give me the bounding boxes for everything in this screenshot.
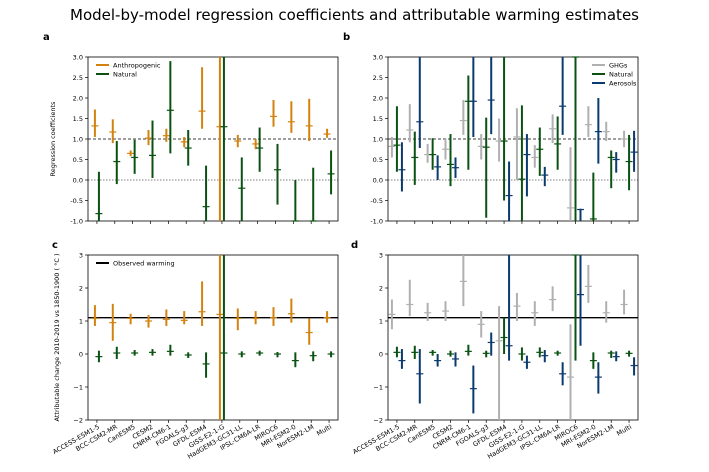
panel-label-a: a	[43, 32, 50, 43]
y-tick-label: 3	[79, 252, 83, 260]
y-tick-label: 1.5	[73, 115, 83, 123]
y-axis-label: Attributable change 2010-2019 vs 1850-19…	[53, 254, 61, 422]
y-tick-label: 2	[379, 285, 383, 293]
panel-label-d: d	[351, 240, 358, 251]
y-tick-label: −1	[373, 384, 383, 392]
y-tick-label: 2.0	[73, 95, 83, 103]
y-tick-label: 1.0	[73, 136, 83, 144]
y-tick-label: 3.0	[373, 54, 383, 62]
panel-a: a -1.0 -0.5 0.0 0.5 1.0 1.5 2.0 2.5 3.0 Regression…	[43, 32, 339, 226]
y-tick-label: 0	[379, 351, 383, 359]
panel-d: d−2−10123ACCESS-ESM1-5BCC-CSM2-MRCanESM5…	[351, 240, 639, 461]
y-tick-label: 0.5	[373, 156, 383, 164]
y-axis-label: Regression coefficients	[49, 101, 57, 177]
y-tick-label: 0.5	[73, 156, 83, 164]
panel-c: c−2−10123ACCESS-ESM1-5BCC-CSM2-MRCanESM5…	[51, 240, 339, 461]
y-tick-label: 2.5	[73, 74, 83, 82]
y-tick-label: 0	[79, 351, 83, 359]
y-tick-label: -0.5	[70, 197, 83, 205]
y-tick-label: 2.5	[373, 74, 383, 82]
y-tick-label: 3	[379, 252, 383, 260]
axes-frame	[387, 254, 639, 421]
y-tick-label: -1.0	[370, 218, 383, 226]
y-tick-label: -1.0	[70, 218, 83, 226]
panel-label-b: b	[343, 32, 350, 43]
y-tick-label: −2	[73, 417, 83, 425]
y-tick-label: 0.0	[73, 177, 83, 185]
y-tick-label: -0.5	[370, 197, 383, 205]
legend-label: GHGs	[609, 61, 628, 69]
legend-label: Anthropogenic	[113, 61, 161, 69]
legend-label: Natural	[609, 70, 633, 78]
axes-frame	[87, 254, 339, 421]
panel-label-c: c	[52, 240, 58, 251]
figure-title: Model-by-model regression coefficients a…	[70, 6, 639, 24]
y-tick-label: −2	[373, 417, 383, 425]
y-tick-label: 1.0	[373, 136, 383, 144]
x-tick-label: Multi	[615, 423, 633, 438]
y-tick-label: 1	[79, 318, 83, 326]
y-tick-label: −1	[73, 384, 83, 392]
legend-label: Aerosols	[609, 79, 637, 87]
y-tick-label: 1.5	[373, 115, 383, 123]
x-tick-label: Multi	[315, 423, 333, 438]
legend-label: Natural	[113, 70, 137, 78]
y-tick-label: 0.0	[373, 177, 383, 185]
y-tick-label: 1	[379, 318, 383, 326]
y-tick-label: 3.0	[73, 54, 83, 62]
panel-b: b -1.0 -0.5 0.0 0.5 1.0 1.5 2.0 2.5 3.0 GHGsNatura…	[343, 32, 639, 226]
y-tick-label: 2	[79, 285, 83, 293]
y-tick-label: 2.0	[373, 95, 383, 103]
legend-label: Observed warming	[113, 259, 175, 267]
